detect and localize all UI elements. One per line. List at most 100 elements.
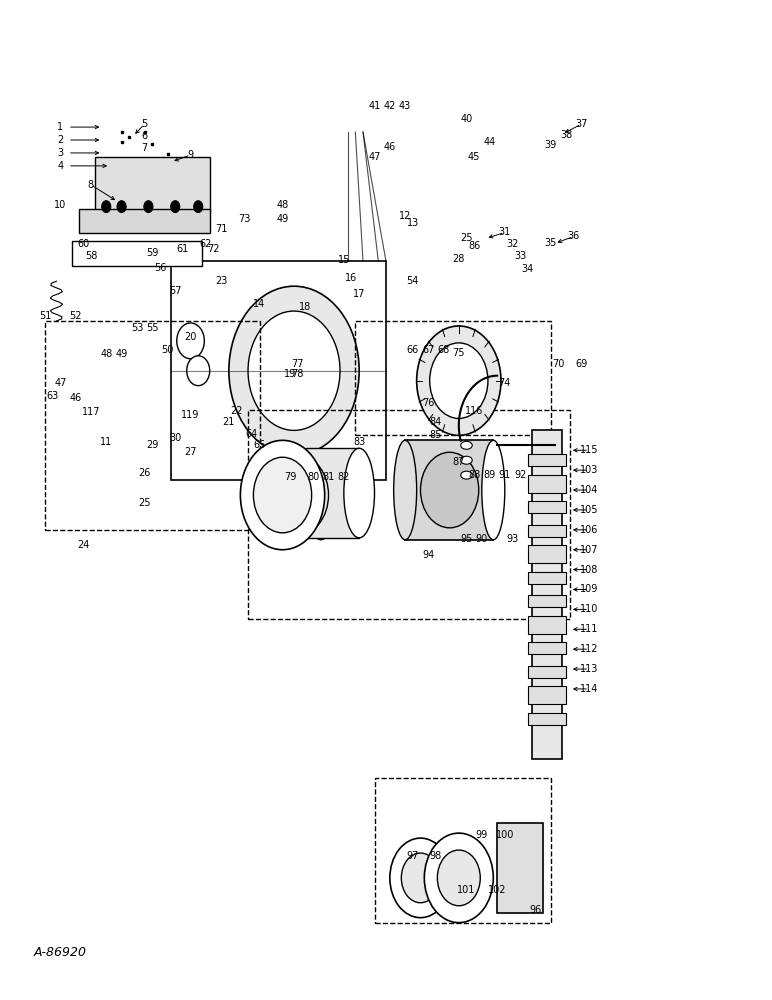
Bar (374, 778, 550, 923)
Bar (528, 475, 566, 493)
Bar (532, 430, 562, 759)
Circle shape (267, 455, 329, 535)
Text: 52: 52 (69, 311, 82, 321)
Circle shape (438, 850, 480, 906)
Text: 30: 30 (169, 433, 181, 443)
Text: 57: 57 (169, 286, 181, 296)
Text: 108: 108 (580, 565, 598, 575)
Text: 74: 74 (499, 378, 511, 388)
Text: 64: 64 (245, 429, 258, 439)
Text: 95: 95 (460, 534, 472, 544)
Text: 37: 37 (575, 119, 587, 129)
Ellipse shape (461, 471, 472, 479)
Circle shape (430, 343, 488, 418)
Circle shape (253, 457, 312, 533)
Text: 53: 53 (130, 323, 143, 333)
Text: 105: 105 (580, 505, 598, 515)
Text: 107: 107 (580, 545, 598, 555)
Text: 119: 119 (181, 410, 200, 420)
Text: 54: 54 (407, 276, 419, 286)
Circle shape (177, 323, 205, 359)
Bar (528, 642, 566, 654)
Text: 48: 48 (100, 349, 113, 359)
Text: 23: 23 (215, 276, 228, 286)
Text: 6: 6 (141, 131, 147, 141)
Bar (528, 616, 566, 634)
Text: 93: 93 (506, 534, 519, 544)
Text: 116: 116 (465, 406, 483, 416)
Text: 110: 110 (580, 604, 598, 614)
Text: 90: 90 (476, 534, 488, 544)
Text: 25: 25 (138, 498, 151, 508)
Text: 32: 32 (506, 239, 519, 249)
Bar (80, 209, 210, 233)
Text: 66: 66 (407, 345, 419, 355)
Text: 62: 62 (200, 239, 212, 249)
Text: 106: 106 (580, 525, 598, 535)
Text: 72: 72 (208, 244, 220, 254)
Text: 83: 83 (353, 437, 365, 447)
Text: 70: 70 (552, 359, 564, 369)
Text: 15: 15 (337, 255, 350, 265)
Text: 50: 50 (161, 345, 174, 355)
Text: 11: 11 (100, 437, 113, 447)
Ellipse shape (306, 450, 336, 540)
Text: 10: 10 (54, 200, 66, 210)
Text: 46: 46 (69, 393, 82, 403)
Text: 1: 1 (57, 122, 63, 132)
Bar (248, 410, 570, 619)
Text: 22: 22 (230, 406, 242, 416)
Text: 12: 12 (399, 211, 411, 221)
Text: 86: 86 (468, 241, 480, 251)
Circle shape (417, 326, 501, 435)
Text: 51: 51 (39, 311, 51, 321)
Text: 98: 98 (430, 851, 442, 861)
Text: 65: 65 (253, 440, 266, 450)
Text: A-86920: A-86920 (33, 946, 86, 959)
Bar (355, 321, 550, 435)
Circle shape (401, 853, 439, 903)
Text: 104: 104 (580, 485, 598, 495)
Circle shape (117, 201, 126, 213)
Bar (497, 823, 543, 913)
Bar (95, 157, 210, 212)
Bar (45, 321, 259, 530)
Text: 49: 49 (116, 349, 127, 359)
Bar (528, 545, 566, 563)
Text: 115: 115 (580, 445, 598, 455)
Text: 102: 102 (488, 885, 506, 895)
Text: 48: 48 (276, 200, 289, 210)
Bar (528, 666, 566, 678)
Text: 19: 19 (284, 369, 296, 379)
Text: 46: 46 (384, 142, 396, 152)
Text: 92: 92 (514, 470, 527, 480)
Text: 9: 9 (188, 150, 194, 160)
Text: 39: 39 (545, 140, 557, 150)
Circle shape (248, 311, 340, 430)
Text: 31: 31 (499, 227, 511, 237)
Text: 28: 28 (452, 254, 465, 264)
Text: 79: 79 (284, 472, 296, 482)
Text: 29: 29 (146, 440, 158, 450)
Text: 8: 8 (88, 180, 94, 190)
Circle shape (171, 201, 180, 213)
Text: 25: 25 (460, 233, 472, 243)
Text: 96: 96 (530, 905, 542, 915)
Text: 84: 84 (430, 417, 442, 427)
Text: 113: 113 (580, 664, 598, 674)
Text: 38: 38 (560, 130, 572, 140)
Circle shape (102, 201, 111, 213)
Ellipse shape (482, 440, 505, 540)
Bar (528, 595, 566, 607)
Text: 73: 73 (238, 214, 250, 224)
Text: 59: 59 (146, 248, 158, 258)
Text: 85: 85 (430, 430, 442, 440)
Text: 103: 103 (580, 465, 598, 475)
Text: 63: 63 (46, 391, 59, 401)
Bar (528, 713, 566, 725)
Text: 99: 99 (476, 830, 488, 840)
Text: 47: 47 (368, 152, 381, 162)
Text: 89: 89 (483, 470, 496, 480)
Text: 24: 24 (77, 540, 90, 550)
Bar (72, 241, 202, 266)
